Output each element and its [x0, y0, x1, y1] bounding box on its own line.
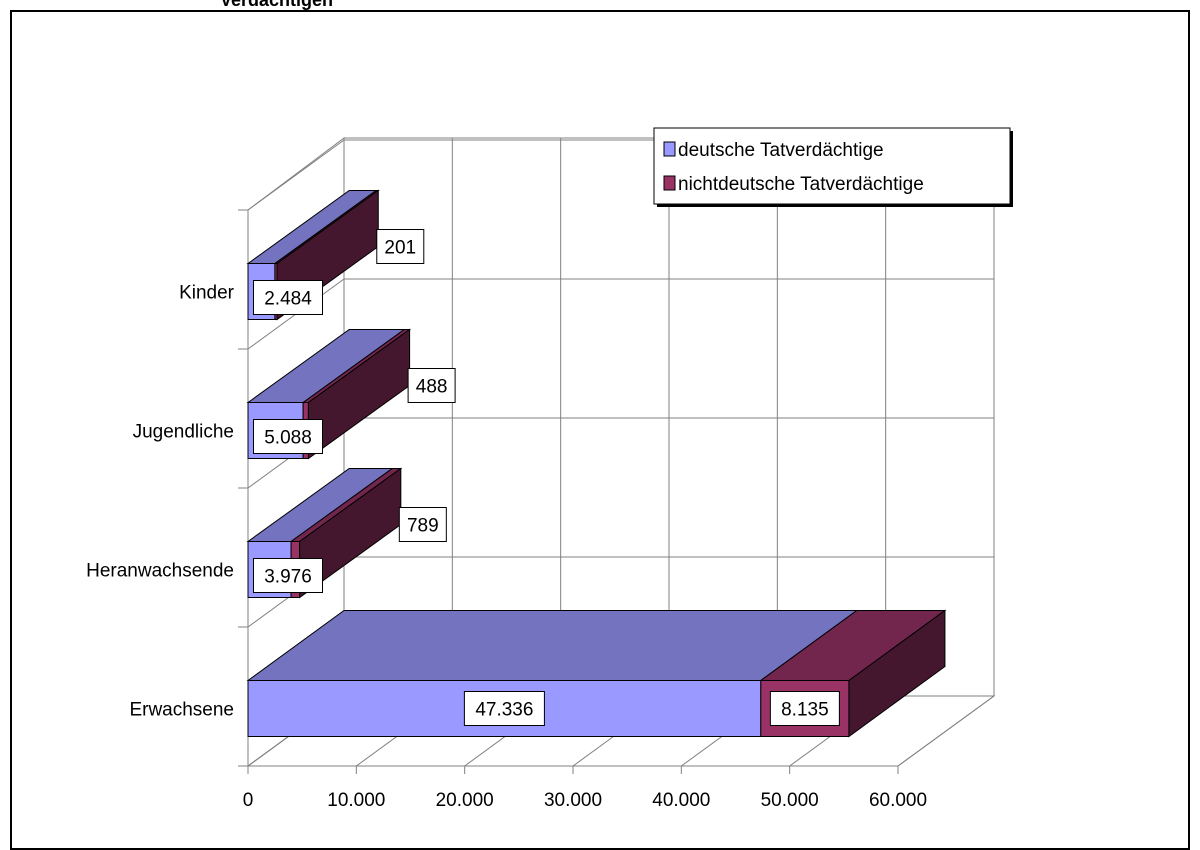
data-label-text: 2.484 [264, 289, 312, 310]
data-label-deutsche Tatverdächtige: 5.088 [253, 419, 323, 454]
data-label-box [463, 691, 545, 726]
data-label-deutsche Tatverdächtige: 2.484 [253, 280, 323, 315]
x-tick-label: 10.000 [327, 790, 385, 811]
tick-labels: 0 10.000 20.000 30.000 40.000 50.000 60.000 Kin… [86, 283, 927, 812]
data-label-box [407, 368, 456, 403]
data-label-nichtdeutsche Tatverdächtige: 488 [407, 368, 456, 403]
data-label-text: 3.976 [264, 567, 312, 588]
data-label-text: 789 [407, 516, 439, 537]
x-tick-label: 30.000 [544, 790, 602, 811]
side-gridline [247, 139, 345, 211]
legend-label: nichtdeutsche Tatverdächtige [678, 174, 924, 195]
data-label-box [253, 419, 323, 454]
floor-gridline [897, 695, 995, 767]
chart-title: Verdächtigen [220, 0, 334, 10]
data-label-box [253, 280, 323, 315]
data-label-text: 8.135 [781, 700, 829, 721]
x-tick-label: 40.000 [652, 790, 710, 811]
y-tick-label: Heranwachsende [86, 561, 234, 582]
legend-box [653, 127, 1011, 205]
data-labels: 2.484 201 5.088 488 3.976 789 47.336 8.135 [253, 229, 840, 726]
data-label-text: 47.336 [475, 700, 533, 721]
data-label-text: 488 [416, 377, 448, 398]
data-label-box [398, 507, 447, 542]
legend: deutsche Tatverdächtige nichtdeutsche Tat… [653, 127, 1013, 207]
data-label-deutsche Tatverdächtige: 47.336 [463, 691, 545, 726]
bar-side-1 [848, 609, 946, 738]
y-tick-label: Erwachsene [129, 700, 234, 721]
x-tick-label: 50.000 [761, 790, 819, 811]
legend-label: deutsche Tatverdächtige [678, 140, 884, 161]
y-tick-label: Kinder [179, 283, 235, 304]
legend-swatch [663, 141, 676, 157]
data-label-deutsche Tatverdächtige: 3.976 [253, 558, 323, 593]
data-label-box [253, 558, 323, 593]
data-label-box [769, 691, 840, 726]
legend-swatch [663, 175, 676, 191]
data-label-text: 5.088 [264, 428, 312, 449]
data-label-box [376, 229, 425, 264]
bar-top-0 [246, 610, 859, 681]
x-tick-label: 60.000 [869, 790, 927, 811]
x-tick-label: 20.000 [436, 790, 494, 811]
data-label-nichtdeutsche Tatverdächtige: 201 [376, 229, 425, 264]
data-label-nichtdeutsche Tatverdächtige: 8.135 [769, 691, 840, 726]
data-label-nichtdeutsche Tatverdächtige: 789 [398, 507, 447, 542]
data-label-text: 201 [384, 238, 416, 259]
bars [246, 189, 947, 738]
y-tick-label: Jugendliche [133, 422, 234, 443]
x-tick-label: 0 [243, 790, 254, 811]
